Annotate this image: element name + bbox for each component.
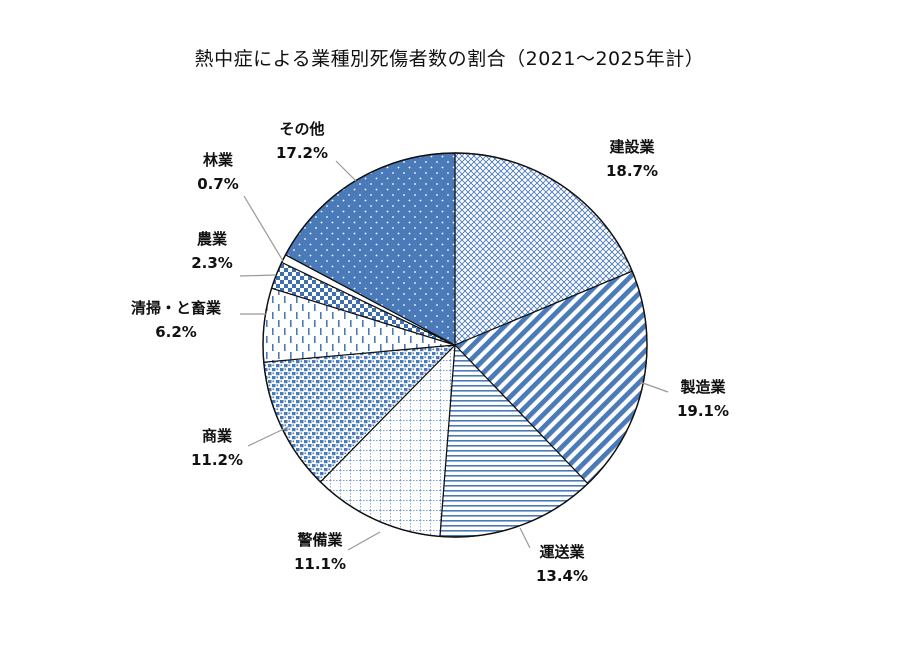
- slice-category-label: 林業: [203, 151, 234, 169]
- leader-line: [335, 160, 357, 182]
- slice-category-label: その他: [279, 120, 324, 138]
- slice-value-label: 13.4%: [536, 567, 588, 585]
- slice-category-label: 警備業: [296, 531, 343, 549]
- slice-value-label: 2.3%: [191, 254, 233, 272]
- pie-slices: [262, 152, 648, 538]
- leader-line: [243, 195, 284, 262]
- leader-line: [239, 274, 277, 277]
- slice-value-label: 11.1%: [294, 555, 346, 573]
- slice-category-label: 製造業: [679, 378, 726, 396]
- slice-category-label: 運送業: [539, 543, 585, 561]
- slice-value-label: 0.7%: [197, 175, 239, 193]
- slice-value-label: 18.7%: [606, 162, 658, 180]
- slice-category-label: 農業: [197, 230, 228, 248]
- chart-title: 熱中症による業種別死傷者数の割合（2021～2025年計）: [194, 48, 705, 70]
- slice-value-label: 11.2%: [191, 451, 243, 469]
- leader-line: [247, 425, 291, 447]
- leader-line: [639, 381, 669, 393]
- leader-lines: [239, 160, 669, 551]
- slice-value-label: 6.2%: [155, 323, 197, 341]
- slice-category-label: 建設業: [609, 138, 655, 156]
- leader-line: [519, 527, 531, 549]
- pie-outline: [262, 152, 648, 538]
- slice-category-label: 清掃・と畜業: [131, 299, 222, 317]
- slice-category-label: 商業: [202, 427, 233, 445]
- slice-value-label: 17.2%: [276, 144, 328, 162]
- slice-labels: 建設業 18.7% 製造業 19.1% 運送業 13.4% 警備業 11.1% 商業 11.2% 清…: [131, 120, 729, 585]
- slice-value-label: 19.1%: [677, 402, 729, 420]
- leader-line: [347, 531, 381, 551]
